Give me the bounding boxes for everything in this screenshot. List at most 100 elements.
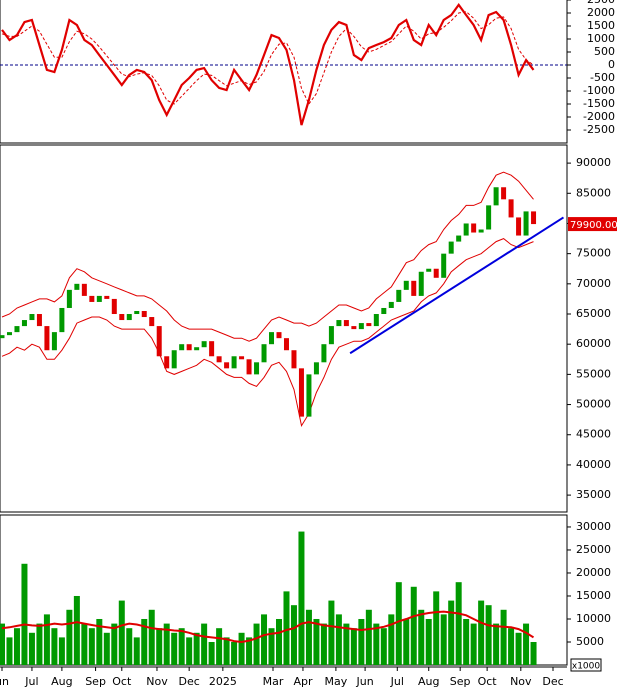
candle bbox=[501, 187, 507, 200]
y-tick-label: 50000 bbox=[576, 398, 611, 411]
volume-bar bbox=[163, 623, 170, 665]
y-tick-label: 20000 bbox=[576, 566, 611, 579]
candle bbox=[201, 341, 207, 348]
volume-bar bbox=[380, 628, 387, 665]
volume-bar bbox=[305, 609, 312, 665]
volume-bar bbox=[448, 600, 455, 665]
volume-bar bbox=[276, 618, 282, 665]
price-panel bbox=[0, 144, 568, 513]
candle bbox=[6, 332, 12, 336]
volume-bar bbox=[261, 614, 268, 665]
candle bbox=[523, 211, 529, 236]
candle bbox=[531, 211, 537, 225]
volume-bar bbox=[193, 632, 200, 665]
volume-bar bbox=[103, 632, 110, 665]
volume-bar bbox=[328, 600, 335, 665]
candle bbox=[74, 283, 80, 290]
volume-bar bbox=[223, 637, 230, 665]
volume-bar bbox=[523, 623, 530, 665]
y-tick-label: 1500 bbox=[587, 19, 615, 32]
volume-bar bbox=[358, 618, 365, 665]
volume-bar bbox=[246, 637, 253, 665]
x-tick-label: un bbox=[0, 675, 9, 688]
y-unit-label: x1000 bbox=[572, 662, 601, 672]
volume-bar bbox=[388, 614, 395, 665]
x-tick-label: 2025 bbox=[209, 675, 237, 688]
candle bbox=[89, 295, 95, 302]
volume-bar bbox=[118, 600, 125, 665]
oscillator-line bbox=[1, 3, 535, 126]
volume-bar bbox=[253, 623, 260, 665]
y-tick-label: 40000 bbox=[576, 458, 611, 471]
volume-bar bbox=[156, 628, 163, 665]
x-tick-label: Mar bbox=[263, 675, 284, 688]
candle bbox=[291, 350, 297, 369]
candle bbox=[486, 205, 492, 230]
y-tick-label: 70000 bbox=[576, 277, 611, 290]
volume-bar bbox=[283, 591, 290, 665]
candle bbox=[269, 332, 275, 345]
candle bbox=[119, 314, 125, 321]
candle bbox=[179, 344, 185, 351]
volume-bar bbox=[216, 628, 223, 665]
x-tick-label: Sep bbox=[450, 675, 471, 688]
candle bbox=[171, 350, 177, 369]
trendline bbox=[349, 216, 565, 355]
bollinger-lower bbox=[1, 238, 534, 428]
candle bbox=[239, 356, 245, 360]
volume-bar bbox=[81, 623, 88, 665]
candle bbox=[366, 323, 372, 327]
volume-bar bbox=[433, 591, 440, 665]
volume-bar bbox=[208, 641, 215, 665]
candle bbox=[261, 344, 267, 363]
y-tick-label: 90000 bbox=[576, 156, 611, 169]
bollinger-upper bbox=[1, 171, 534, 342]
candle bbox=[36, 314, 42, 327]
volume-bar bbox=[418, 609, 425, 665]
candle bbox=[471, 223, 477, 233]
oscillator-line bbox=[1, 11, 534, 105]
candle bbox=[463, 223, 469, 236]
volume-bar bbox=[478, 600, 485, 665]
candle bbox=[373, 314, 379, 327]
volume-bar bbox=[0, 623, 5, 665]
x-tick-label: Oct bbox=[478, 675, 498, 688]
candle bbox=[126, 314, 132, 321]
volume-bar bbox=[88, 628, 95, 665]
volume-bar bbox=[171, 632, 178, 665]
y-tick-label: -2500 bbox=[583, 123, 615, 136]
candle bbox=[343, 320, 349, 327]
y-tick-label: 10000 bbox=[576, 612, 611, 625]
last-price-box bbox=[568, 217, 617, 232]
volume-bar bbox=[470, 623, 477, 665]
candle bbox=[96, 295, 102, 302]
volume-bar bbox=[51, 628, 58, 665]
candle bbox=[508, 199, 514, 218]
volume-bar bbox=[425, 618, 432, 665]
y-tick-label: 55000 bbox=[576, 367, 611, 380]
volume-bar bbox=[126, 628, 133, 665]
volume-bar bbox=[493, 623, 500, 665]
y-tick-label: -1000 bbox=[583, 84, 615, 97]
y-tick-label: 35000 bbox=[576, 488, 611, 501]
volume-bar bbox=[43, 614, 50, 665]
candle bbox=[351, 326, 357, 330]
candle bbox=[396, 289, 402, 302]
volume-bar bbox=[13, 628, 20, 665]
candle bbox=[313, 362, 319, 375]
candle bbox=[59, 307, 65, 333]
candle bbox=[29, 314, 35, 321]
candle bbox=[493, 187, 499, 206]
candle bbox=[246, 359, 252, 375]
candle bbox=[134, 310, 140, 315]
candle bbox=[276, 332, 282, 339]
y-tick-label: 65000 bbox=[576, 307, 611, 320]
volume-bar bbox=[395, 582, 402, 665]
volume-bar bbox=[515, 632, 522, 665]
volume-bar bbox=[485, 605, 492, 665]
volume-bar bbox=[111, 623, 118, 665]
candle bbox=[186, 344, 192, 351]
candle bbox=[209, 341, 215, 357]
volume-bar bbox=[290, 605, 297, 665]
